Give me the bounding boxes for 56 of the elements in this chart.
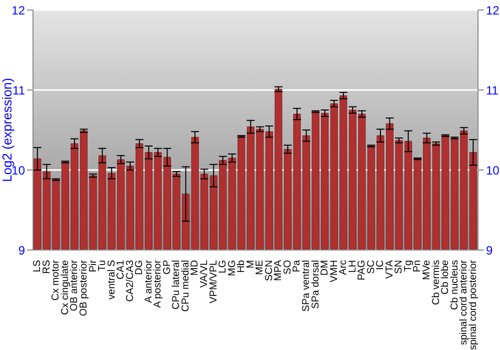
x-tick-label: ventral S <box>106 260 118 300</box>
x-tick-label: spinal cord posterior <box>468 259 479 350</box>
x-tick-label: CPu medial <box>180 260 192 312</box>
x-tick-label: Pn <box>412 260 424 272</box>
x-tick-label: MG <box>226 260 238 276</box>
x-tick-label: Pa <box>292 260 303 272</box>
x-tick-label: DM <box>320 260 331 276</box>
x-tick-label: OB anterior <box>69 259 80 312</box>
y2-tick-label: 11 <box>486 83 499 98</box>
x-tick-label: Pir <box>88 259 99 272</box>
x-tick-label: MPA <box>273 260 284 281</box>
y-axis-title: Log2 (expression) <box>0 78 15 182</box>
x-tick-label: IC <box>375 260 386 270</box>
x-tick-label: SPa dorsal <box>310 260 322 309</box>
x-tick-label: MD <box>190 260 201 276</box>
x-tick-label: OB posterior <box>78 259 90 316</box>
x-tick-label: M <box>245 260 256 268</box>
x-tick-label: LG <box>218 260 229 274</box>
x-tick-label: Cb vermis <box>430 260 442 306</box>
x-tick-label: MVe <box>422 260 433 280</box>
x-tick-label: ME <box>254 260 266 275</box>
x-tick-label: LS <box>32 260 44 272</box>
x-tick-label: Cb lobe <box>440 260 452 294</box>
x-tick-label: SN <box>394 260 405 274</box>
x-tick-label: RS <box>41 260 52 274</box>
x-tick-label: CA2/CA3 <box>124 260 136 302</box>
x-tick-label: spinal cord anterior <box>458 259 470 346</box>
y2-tick-label: 10 <box>486 163 500 178</box>
x-tick-label: CPu lateral <box>171 260 182 310</box>
x-tick-label: Cb nucleus <box>449 260 460 310</box>
x-tick-label: Arc <box>338 260 350 275</box>
x-tick-label: LH <box>347 260 358 273</box>
y-tick-label: 9 <box>18 243 26 258</box>
x-tick-label: A posterior <box>152 259 164 308</box>
y2-tick-label: 9 <box>486 243 493 258</box>
x-tick-label: VPM/VPL <box>208 260 220 304</box>
x-tick-label: VA/VL <box>199 260 210 288</box>
x-tick-label: SO <box>282 260 294 274</box>
x-tick-label: PAG <box>356 260 368 280</box>
x-tick-label: Tg <box>402 260 414 272</box>
x-tick-label: VTA <box>384 260 396 279</box>
x-tick-label: VMH <box>328 260 340 282</box>
y-tick-label: 11 <box>12 83 26 98</box>
x-tick-label: Hb <box>236 260 248 273</box>
x-tick-label: Cx cingulate <box>60 260 71 316</box>
y-tick-label: 12 <box>12 3 26 18</box>
y2-tick-label: 12 <box>486 3 500 18</box>
x-tick-label: SC <box>366 260 377 274</box>
x-tick-label: Tu <box>97 260 108 272</box>
x-tick-label: SPa ventral <box>300 260 312 312</box>
x-tick-label: A anterior <box>143 259 154 303</box>
x-tick-label: SCN <box>264 260 275 282</box>
x-tick-label: Cx motor <box>50 259 62 301</box>
x-tick-label: CA1 <box>116 260 127 280</box>
x-tick-label: DG <box>134 260 146 275</box>
x-tick-label: GP <box>162 260 173 274</box>
